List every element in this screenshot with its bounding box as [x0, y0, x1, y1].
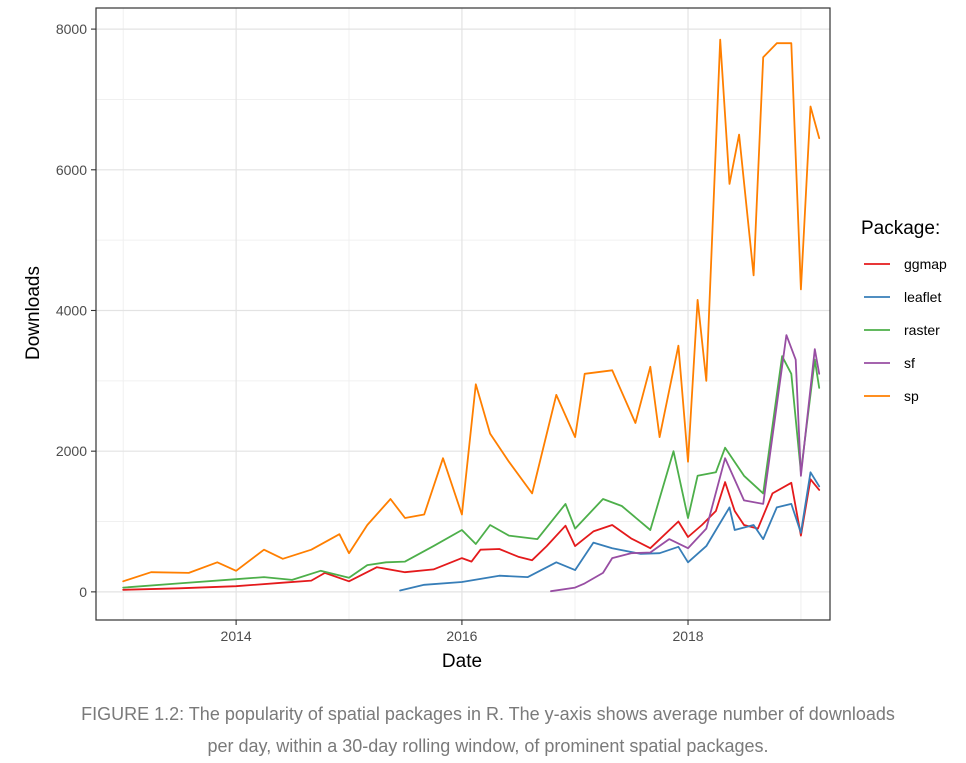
axis-ticks — [91, 28, 689, 625]
y-tick-label: 4000 — [56, 302, 87, 318]
series-line-raster — [122, 355, 821, 589]
legend-label-sp: sp — [904, 388, 919, 404]
legend-label-raster: raster — [904, 322, 940, 338]
series-line-ggmap — [122, 478, 821, 591]
downloads-line-chart: 0 2000 4000 6000 8000 2014 2016 2018 Date Downl… — [23, 7, 947, 672]
series-line-sf — [550, 334, 821, 593]
x-tick-label: 2018 — [672, 628, 703, 644]
x-tick-label: 2014 — [221, 628, 252, 644]
y-tick-label: 2000 — [56, 443, 87, 459]
x-axis-title: Date — [442, 651, 482, 672]
plot-panel-border — [95, 7, 831, 621]
legend-label-leaflet: leaflet — [904, 289, 941, 305]
series-line-sp — [122, 38, 821, 583]
legend-title: Package: — [861, 218, 940, 239]
y-tick-label: 0 — [79, 584, 87, 600]
y-tick-label: 8000 — [56, 21, 87, 37]
y-tick-label: 6000 — [56, 162, 87, 178]
legend-items: ggmap leaflet raster sf sp — [864, 256, 947, 404]
y-axis-title: Downloads — [23, 266, 44, 360]
x-tick-label: 2016 — [446, 628, 477, 644]
caption-line-1: FIGURE 1.2: The popularity of spatial pa… — [81, 704, 895, 724]
figure-caption: FIGURE 1.2: The popularity of spatial pa… — [20, 698, 956, 762]
tick-labels: 0 2000 4000 6000 8000 2014 2016 2018 — [56, 21, 704, 644]
legend: Package: ggmap leaflet raster sf sp — [861, 218, 947, 404]
series-layer — [122, 38, 821, 593]
caption-line-2: per day, within a 30-day rolling window,… — [207, 736, 769, 756]
legend-label-ggmap: ggmap — [904, 256, 947, 272]
legend-label-sf: sf — [904, 355, 915, 371]
series-line-leaflet — [399, 471, 821, 592]
major-gridlines — [96, 8, 830, 620]
minor-gridlines — [96, 8, 830, 620]
